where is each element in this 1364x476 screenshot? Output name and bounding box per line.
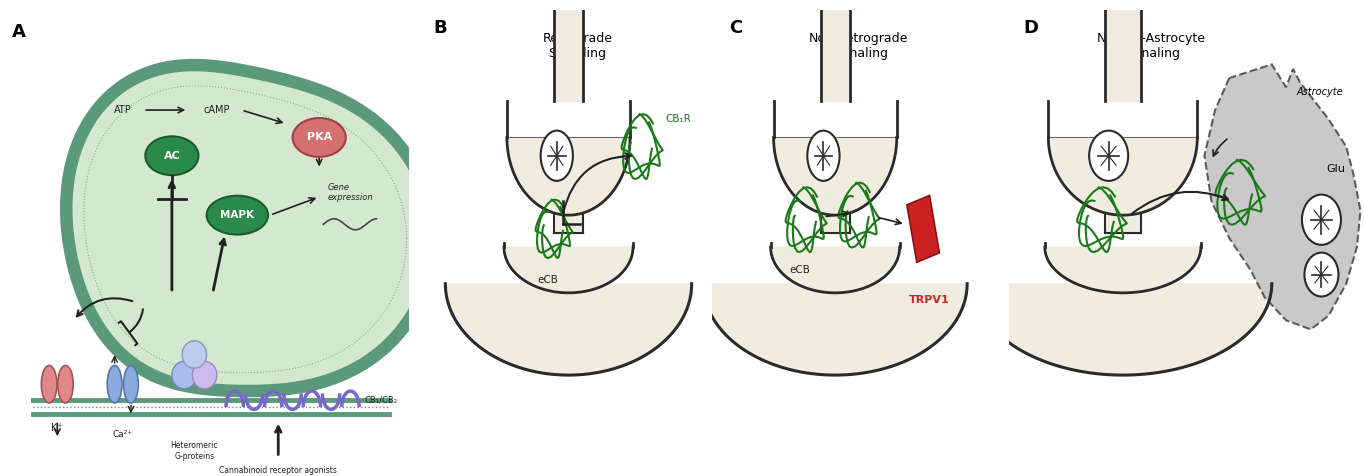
Circle shape — [540, 130, 573, 181]
Text: Glu: Glu — [1326, 164, 1345, 175]
Text: PKA: PKA — [307, 132, 331, 142]
Polygon shape — [974, 284, 1271, 375]
Ellipse shape — [145, 136, 199, 175]
Text: Non-Retrograde
Signaling: Non-Retrograde Signaling — [809, 32, 908, 60]
Text: C: C — [730, 19, 743, 37]
Text: eCB: eCB — [790, 266, 810, 276]
Polygon shape — [773, 138, 896, 215]
Text: MAPK: MAPK — [221, 210, 254, 220]
Ellipse shape — [108, 366, 121, 403]
Text: TRPV1: TRPV1 — [908, 295, 949, 305]
Polygon shape — [67, 65, 432, 391]
Circle shape — [1088, 130, 1128, 181]
Polygon shape — [1204, 64, 1360, 329]
Text: D: D — [1023, 19, 1038, 37]
Text: Heteromeric
G-proteins: Heteromeric G-proteins — [170, 441, 218, 461]
Text: AC: AC — [164, 151, 180, 161]
Polygon shape — [771, 247, 900, 293]
Polygon shape — [1105, 5, 1140, 101]
Text: Ca²⁺: Ca²⁺ — [113, 430, 132, 439]
Polygon shape — [507, 138, 630, 215]
Polygon shape — [821, 5, 850, 101]
Text: CB₁/CB₂: CB₁/CB₂ — [364, 396, 397, 405]
Polygon shape — [505, 247, 633, 293]
Polygon shape — [1105, 215, 1140, 233]
Circle shape — [172, 361, 196, 389]
Ellipse shape — [292, 118, 346, 157]
Ellipse shape — [207, 196, 267, 235]
Circle shape — [807, 130, 840, 181]
Text: Astrocyte: Astrocyte — [1296, 87, 1342, 97]
Polygon shape — [704, 284, 967, 375]
Polygon shape — [554, 215, 584, 233]
Text: CB₁R: CB₁R — [666, 114, 692, 124]
Polygon shape — [445, 284, 692, 375]
Text: Neuron-Astrocyte
Signaling: Neuron-Astrocyte Signaling — [1097, 32, 1206, 60]
Text: Gene
expression: Gene expression — [327, 183, 372, 202]
Bar — [907, 196, 940, 262]
Circle shape — [1304, 253, 1338, 297]
Polygon shape — [554, 5, 584, 101]
Ellipse shape — [57, 366, 74, 403]
Text: Cannabinoid receptor agonists: Cannabinoid receptor agonists — [220, 466, 337, 476]
Ellipse shape — [124, 366, 138, 403]
Ellipse shape — [41, 366, 57, 403]
Circle shape — [192, 361, 217, 389]
Circle shape — [183, 341, 207, 368]
Text: cAMP: cAMP — [203, 105, 231, 115]
Text: Retrograde
Signaling: Retrograde Signaling — [543, 32, 612, 60]
Text: eCB: eCB — [537, 275, 558, 285]
Text: A: A — [12, 23, 26, 41]
Polygon shape — [1045, 247, 1200, 293]
Text: ATP: ATP — [113, 105, 132, 115]
Text: B: B — [434, 19, 447, 37]
Circle shape — [1301, 195, 1341, 245]
Polygon shape — [821, 215, 850, 233]
Text: K⁺: K⁺ — [52, 423, 63, 433]
Polygon shape — [1049, 138, 1198, 215]
